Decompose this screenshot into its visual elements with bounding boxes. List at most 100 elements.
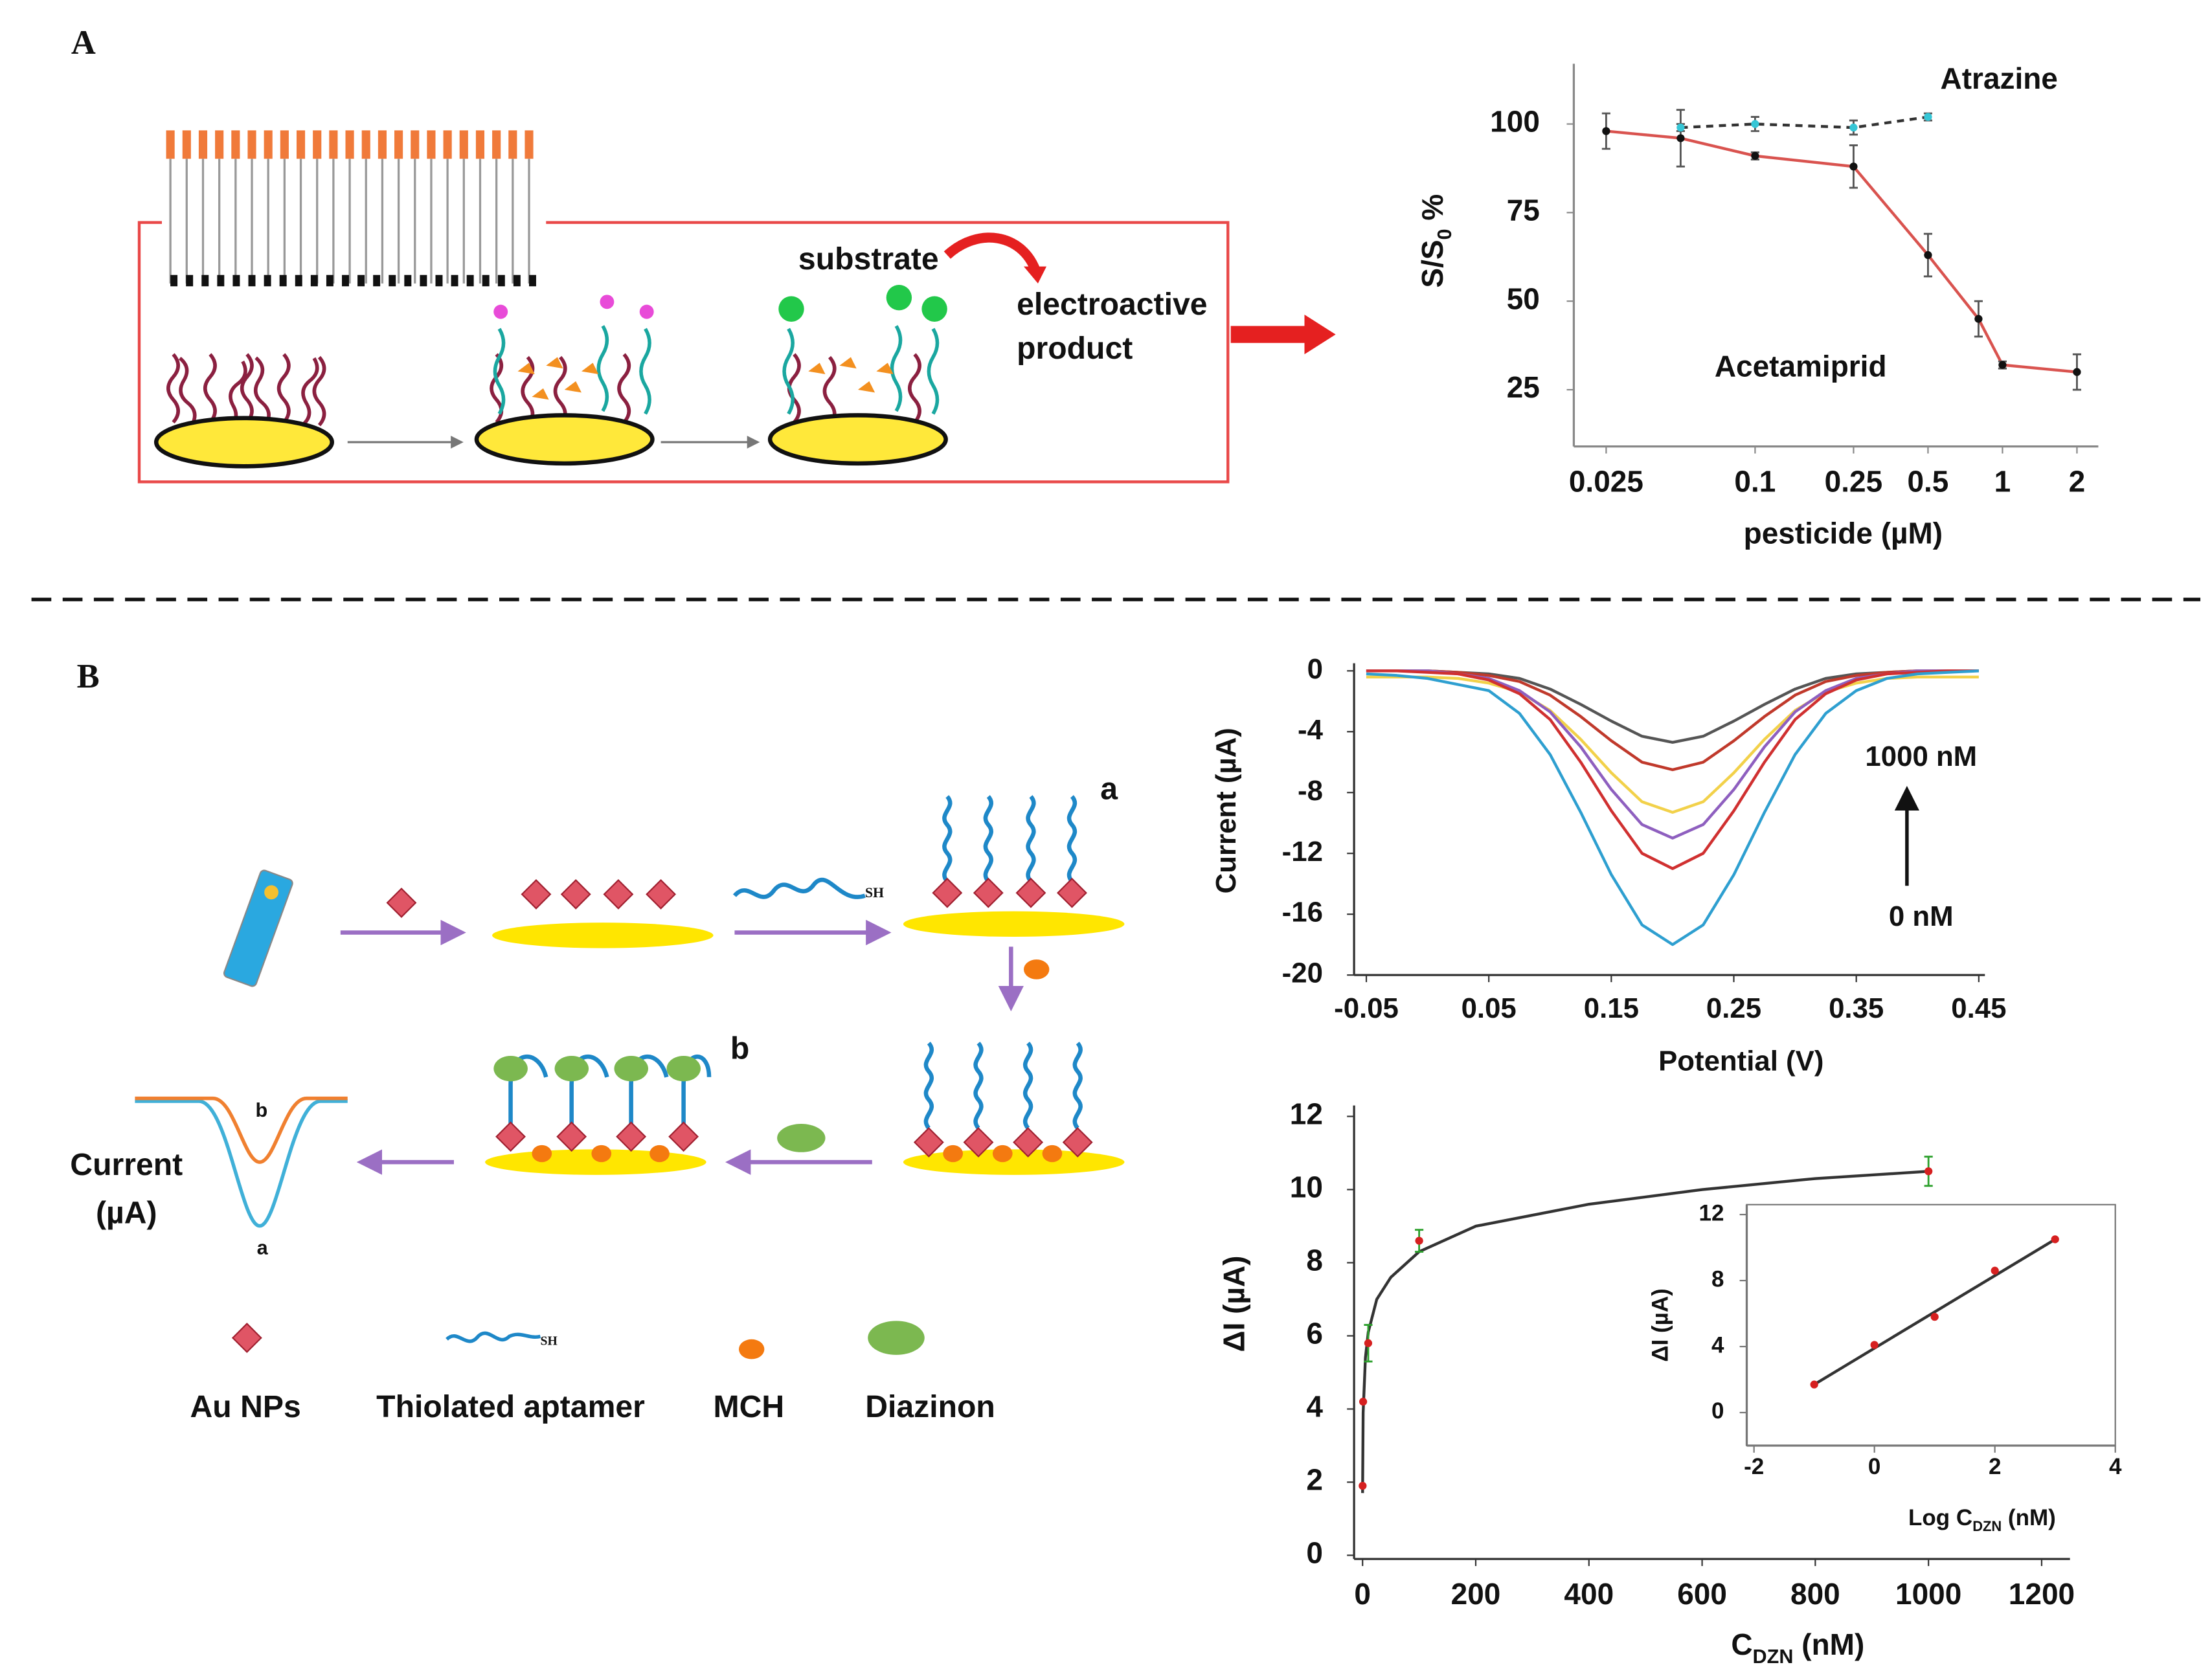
y-tick-label: 25 [1507,370,1540,404]
x-axis-label-part: C [1731,1628,1752,1661]
x-tick-label: 0 [1868,1454,1880,1479]
x-tick-label: 2 [1989,1454,2001,1479]
y-tick-label: -12 [1282,836,1323,867]
gold-np [932,878,962,908]
aptamer [892,326,900,411]
x-axis-label-part: (nM) [2002,1505,2056,1530]
enzyme [921,296,947,322]
y-tick-label: 8 [1711,1266,1724,1292]
y-tick-label: -8 [1298,775,1323,807]
aptamer [986,796,991,881]
plot-ylabel: (µA) [96,1195,157,1230]
y-tick-label: 4 [1306,1390,1323,1424]
strip [223,869,293,987]
series-line [1366,669,1979,744]
x-tick-label: 800 [1790,1577,1840,1611]
gold-np [1015,878,1046,908]
gold-np [616,1121,646,1152]
gold-np [556,1121,587,1152]
data-point [1924,251,1932,260]
aptamer [976,1043,982,1128]
x-tick-label: 0.05 [1462,992,1517,1024]
data-point [1676,123,1685,132]
x-tick-label: 1 [1994,465,2011,498]
legend-mch [739,1339,765,1359]
x-axis-label-part: DZN [1972,1518,2002,1534]
data-point [1676,134,1685,142]
y-tick-label: 4 [1711,1332,1724,1358]
y-tick-label: -20 [1282,957,1323,989]
y-tick-label: 0 [1711,1398,1724,1424]
series-line [1680,115,1928,129]
gold-np [668,1121,699,1152]
x-tick-label: 0.35 [1829,992,1884,1024]
data-point [1974,315,1983,323]
signal-a [135,1099,348,1228]
reaction-arrow [943,232,1040,272]
y-tick-label: 8 [1306,1244,1323,1277]
x-tick-label: 600 [1677,1577,1727,1611]
label: electroactive [1017,287,1207,322]
electrode-strip [223,869,293,987]
aptamer [732,877,866,899]
series-line [1606,129,2077,374]
y-tick-label: -4 [1298,714,1324,746]
label: product [1017,331,1133,366]
y-axis-label: Current (µA) [1210,728,1242,893]
series-line [1366,669,1979,772]
series-line [1366,669,1979,946]
aptamer [598,326,607,411]
annotation: 1000 nM [1865,741,1977,772]
aptamer [929,329,937,414]
y-tick-label: -16 [1282,897,1323,928]
legend-diazinon [868,1321,925,1355]
electrode-3 [767,285,948,466]
y-axis-label-part: 0 [1434,229,1456,240]
x-tick-label: 0.025 [1569,465,1643,498]
data-point [1924,1167,1933,1176]
data-point [1849,162,1858,171]
data-point [1810,1380,1818,1389]
plot-label: b [255,1099,267,1121]
mch [532,1145,670,1163]
electrode [492,923,714,948]
frame [137,221,1230,484]
target [517,357,599,400]
series-line [1361,1170,1929,1493]
x-axis-label: pesticide (µM) [1744,517,1943,550]
data-point [1849,123,1858,132]
y-tick-label: 0 [1307,653,1323,685]
y-axis-label: ΔI (µA) [1647,1288,1673,1361]
x-tick-label: 0.25 [1825,465,1882,498]
enzyme [778,296,804,322]
probe [168,354,178,422]
gold-np [603,879,633,910]
x-axis-label-part: (nM) [1794,1628,1865,1661]
probe [279,354,289,422]
data-point [1751,151,1759,160]
gold-np [386,888,416,918]
aptamer-fold [508,1055,712,1137]
reaction-arrow-head [1024,266,1047,284]
probe [910,354,920,422]
signal-b [135,1096,348,1164]
y-tick-label: 50 [1507,282,1540,315]
electrode [767,413,948,466]
probe [205,354,215,422]
data-point [1359,1481,1367,1490]
label-dot [600,295,615,309]
diazinon [777,1124,826,1152]
y-axis-label-part: S/S [1416,240,1449,287]
annotation: Acetamiprid [1715,349,1887,383]
data-point [1991,1266,1999,1275]
electrode-array [162,128,545,289]
data-point [1415,1236,1423,1245]
data-point [1998,361,2007,369]
electrode [903,1149,1125,1175]
x-axis-label-part: DZN [1753,1646,1794,1668]
gold-np [973,878,1004,908]
x-tick-label: 0.15 [1584,992,1639,1024]
label-dot [493,304,508,319]
x-tick-label: 400 [1564,1577,1614,1611]
gold-np [1057,878,1087,908]
